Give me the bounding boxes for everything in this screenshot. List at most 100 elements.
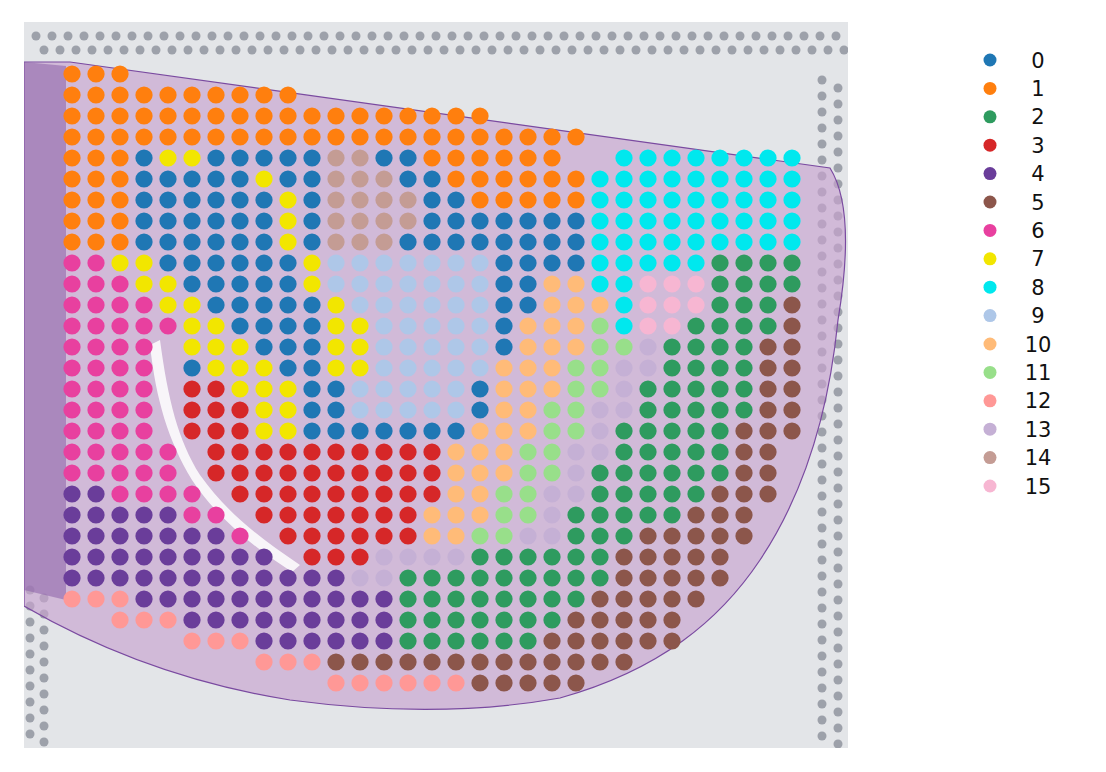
spot: [63, 296, 80, 313]
fiducial: [834, 468, 843, 477]
spot: [423, 611, 440, 628]
spot: [255, 86, 272, 103]
spot: [567, 233, 584, 250]
spot: [447, 674, 464, 691]
spot: [399, 653, 416, 670]
spot: [279, 569, 296, 586]
spot: [447, 485, 464, 502]
spot: [711, 149, 728, 166]
spot: [231, 296, 248, 313]
spot: [183, 632, 200, 649]
fiducial: [536, 46, 545, 55]
spot: [399, 275, 416, 292]
spot: [783, 191, 800, 208]
spot: [471, 254, 488, 271]
spot: [279, 128, 296, 145]
fiducial: [818, 124, 827, 133]
spot: [351, 170, 368, 187]
spot: [183, 275, 200, 292]
spot: [87, 380, 104, 397]
spot: [447, 212, 464, 229]
fiducial: [312, 46, 321, 55]
spot: [543, 506, 560, 523]
spot: [687, 149, 704, 166]
spot: [423, 317, 440, 334]
legend-label: 5: [1031, 191, 1044, 215]
spot: [447, 254, 464, 271]
spot: [639, 359, 656, 376]
spot: [519, 212, 536, 229]
spot: [183, 506, 200, 523]
fiducial: [834, 100, 843, 109]
spot: [159, 527, 176, 544]
figure: 0123456789101112131415: [0, 0, 1106, 772]
spot: [639, 254, 656, 271]
spot: [783, 422, 800, 439]
fiducial: [40, 46, 49, 55]
spot: [159, 86, 176, 103]
spot: [663, 359, 680, 376]
fiducial: [818, 476, 827, 485]
spot: [423, 170, 440, 187]
spot: [303, 548, 320, 565]
spot: [231, 170, 248, 187]
fiducial: [80, 32, 89, 41]
fiducial: [818, 700, 827, 709]
spot: [375, 422, 392, 439]
fiducial: [26, 682, 35, 691]
legend-label: 3: [1031, 134, 1044, 158]
spot: [207, 359, 224, 376]
spot: [375, 254, 392, 271]
spot: [135, 107, 152, 124]
spot: [207, 170, 224, 187]
spot: [519, 653, 536, 670]
spot: [687, 170, 704, 187]
spot: [399, 401, 416, 418]
spot: [111, 254, 128, 271]
fiducial: [834, 116, 843, 125]
spot: [423, 590, 440, 607]
spot: [471, 422, 488, 439]
spot: [351, 254, 368, 271]
fiducial: [248, 46, 257, 55]
spot: [639, 338, 656, 355]
spot: [543, 569, 560, 586]
fiducial: [72, 46, 81, 55]
spot: [543, 191, 560, 208]
spot: [327, 359, 344, 376]
spot: [567, 569, 584, 586]
spot: [327, 275, 344, 292]
spot: [351, 233, 368, 250]
tissue-image: [24, 22, 848, 748]
fiducial: [840, 46, 849, 55]
spot: [615, 317, 632, 334]
fiducial: [664, 46, 673, 55]
spot: [183, 380, 200, 397]
spot: [159, 464, 176, 481]
fiducial: [818, 556, 827, 565]
spot: [231, 128, 248, 145]
fiducial: [818, 588, 827, 597]
spot: [759, 212, 776, 229]
fiducial: [600, 46, 609, 55]
spot: [279, 527, 296, 544]
spot: [279, 443, 296, 460]
spot: [375, 317, 392, 334]
fiducial: [776, 46, 785, 55]
fiducial: [818, 444, 827, 453]
fiducial: [352, 32, 361, 41]
fiducial: [834, 84, 843, 93]
spot: [207, 191, 224, 208]
spot: [351, 674, 368, 691]
spot: [423, 674, 440, 691]
spot: [567, 296, 584, 313]
spot: [495, 422, 512, 439]
spot: [327, 485, 344, 502]
fiducial: [416, 32, 425, 41]
spot: [255, 590, 272, 607]
spot: [495, 275, 512, 292]
spot: [543, 674, 560, 691]
spot: [567, 590, 584, 607]
spot: [135, 380, 152, 397]
fiducial: [834, 660, 843, 669]
